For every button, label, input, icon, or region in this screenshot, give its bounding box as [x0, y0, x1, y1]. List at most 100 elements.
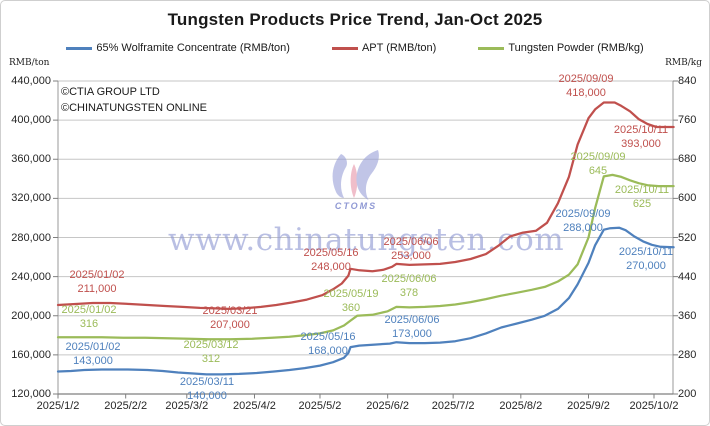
- watermark-logo-caption: CTOMS: [334, 201, 378, 211]
- left-axis-tick-label: 160,000: [11, 348, 51, 361]
- price-annotation-wolframite: 2025/06/06 173,000: [384, 314, 439, 341]
- annotation-date: 2025/10/11: [613, 124, 669, 136]
- left-axis-tick-label: 440,000: [11, 75, 51, 87]
- annotation-value: 173,000: [392, 327, 432, 340]
- annotation-date: 2025/05/16: [300, 331, 356, 343]
- legend-item-apt: APT (RMB/ton): [331, 42, 437, 54]
- annotation-date: 2025/10/11: [614, 184, 670, 196]
- annotation-value: 211,000: [77, 282, 117, 295]
- legend-item-tungsten-powder: Tungsten Powder (RMB/kg): [478, 42, 644, 54]
- legend-line-sample-wolframite: [66, 46, 93, 50]
- annotation-value: 645: [588, 164, 608, 177]
- price-annotation-apt: 2025/10/11 393,000: [614, 124, 668, 151]
- watermark-logo-center-flame: [350, 164, 358, 198]
- price-annotation-apt: 2025/06/06 253,000: [383, 236, 438, 263]
- copyright-line-2: ©CHINATUNGSTEN ONLINE: [61, 102, 208, 114]
- annotation-value: 316: [79, 317, 99, 330]
- x-axis-tick-label: 2025/7/2: [431, 400, 475, 412]
- price-annotation-tungsten-powder: 2025/10/11 625: [615, 184, 669, 211]
- left-axis-tick-label: 400,000: [11, 114, 51, 127]
- price-annotation-apt: 2025/05/16 248,000: [303, 247, 358, 274]
- annotation-value: 270,000: [626, 259, 666, 272]
- legend-label-tungsten-powder: Tungsten Powder (RMB/kg): [508, 42, 644, 54]
- right-axis-tick-label: 600: [678, 192, 697, 205]
- series-line-apt: [56, 101, 675, 311]
- series-line-wolframite: [56, 226, 675, 376]
- annotation-value: 253,000: [391, 249, 431, 262]
- right-axis-tick-label: 200: [678, 388, 697, 400]
- left-axis-tick-label: 320,000: [11, 192, 51, 205]
- annotation-date: 2025/10/11: [618, 246, 674, 258]
- annotation-value: 207,000: [210, 318, 250, 331]
- annotation-value: 312: [201, 352, 221, 365]
- annotation-date: 2025/03/11: [179, 376, 235, 388]
- annotation-date: 2025/05/19: [323, 288, 379, 300]
- price-annotation-apt: 2025/01/02 211,000: [69, 269, 124, 296]
- right-axis-tick-label: 440: [678, 270, 697, 283]
- x-axis-tick-label: 2025/10/2: [629, 400, 679, 412]
- x-axis-tick-label: 2025/5/2: [298, 400, 342, 412]
- annotation-date: 2025/01/02: [65, 341, 121, 353]
- price-annotation-tungsten-powder: 2025/01/02 316: [61, 304, 116, 331]
- watermark-logo-right-flame: [356, 150, 379, 200]
- annotation-value: 418,000: [566, 86, 606, 99]
- annotation-value: 143,000: [73, 354, 113, 367]
- annotation-value: 393,000: [621, 137, 661, 150]
- annotation-value: 360: [341, 301, 361, 314]
- price-annotation-wolframite: 2025/03/11 140,000: [180, 376, 234, 403]
- annotation-date: 2025/06/06: [384, 314, 440, 326]
- right-axis-tick-label: 360: [678, 309, 697, 322]
- series-line-tungsten-powder: [56, 173, 675, 341]
- annotation-date: 2025/06/06: [381, 273, 437, 285]
- annotation-value: 288,000: [563, 221, 603, 234]
- price-annotation-tungsten-powder: 2025/03/12 312: [183, 339, 238, 366]
- annotation-value: 248,000: [311, 260, 351, 273]
- annotation-value: 168,000: [308, 344, 348, 357]
- watermark-text: www.chinatungsten.com: [168, 222, 565, 258]
- watermark-logo: [332, 150, 379, 200]
- x-axis-tick-label: 2025/8/2: [499, 400, 543, 412]
- right-axis-tick-label: 680: [678, 153, 697, 166]
- annotation-value: 625: [632, 197, 652, 210]
- left-axis-tick-label: 200,000: [11, 309, 51, 322]
- left-axis-tick-label: 360,000: [11, 153, 51, 166]
- x-axis-tick-label: 2025/6/2: [366, 400, 410, 412]
- left-axis-tick-label: 280,000: [11, 231, 51, 244]
- price-annotation-tungsten-powder: 2025/05/19 360: [323, 288, 378, 315]
- copyright-line-1: ©CTIA GROUP LTD: [61, 86, 160, 98]
- legend-label-apt: APT (RMB/ton): [361, 42, 437, 54]
- legend-line-sample-apt: [331, 46, 358, 50]
- legend: 65% Wolframite Concentrate (RMB/ton) APT…: [1, 42, 709, 54]
- annotation-value: 378: [399, 286, 419, 299]
- annotation-date: 2025/03/21: [202, 305, 258, 317]
- annotation-date: 2025/06/06: [383, 236, 439, 248]
- price-annotation-wolframite: 2025/10/11 270,000: [619, 246, 673, 273]
- annotation-value: 140,000: [187, 389, 227, 402]
- annotation-date: 2025/09/09: [555, 208, 611, 220]
- annotation-date: 2025/05/16: [303, 247, 359, 259]
- right-axis-tick-label: 280: [678, 348, 697, 361]
- copyright-notice: ©CTIA GROUP LTD ©CHINATUNGSTEN ONLINE: [61, 84, 207, 116]
- x-axis-tick-label: 2025/1/2: [36, 400, 80, 412]
- x-axis-tick-label: 2025/3/2: [165, 400, 209, 412]
- price-annotation-wolframite: 2025/01/02 143,000: [65, 341, 120, 368]
- right-axis-tick-label: 840: [678, 75, 697, 87]
- legend-label-wolframite: 65% Wolframite Concentrate (RMB/ton): [96, 42, 290, 54]
- x-axis-tick-label: 2025/9/2: [567, 400, 610, 412]
- right-axis-unit: RMB/kg: [665, 58, 702, 68]
- annotation-date: 2025/01/02: [61, 304, 117, 316]
- legend-item-wolframite: 65% Wolframite Concentrate (RMB/ton): [66, 42, 290, 54]
- annotation-date: 2025/01/02: [69, 269, 125, 281]
- left-axis-tick-label: 120,000: [11, 388, 51, 400]
- annotation-date: 2025/03/12: [183, 339, 239, 351]
- annotation-date: 2025/09/09: [558, 73, 614, 85]
- annotation-date: 2025/09/09: [570, 151, 626, 163]
- price-annotation-tungsten-powder: 2025/06/06 378: [381, 273, 436, 300]
- legend-line-sample-tungsten-powder: [478, 46, 505, 50]
- price-annotation-wolframite: 2025/09/09 288,000: [555, 208, 610, 235]
- price-annotation-wolframite: 2025/05/16 168,000: [300, 331, 355, 358]
